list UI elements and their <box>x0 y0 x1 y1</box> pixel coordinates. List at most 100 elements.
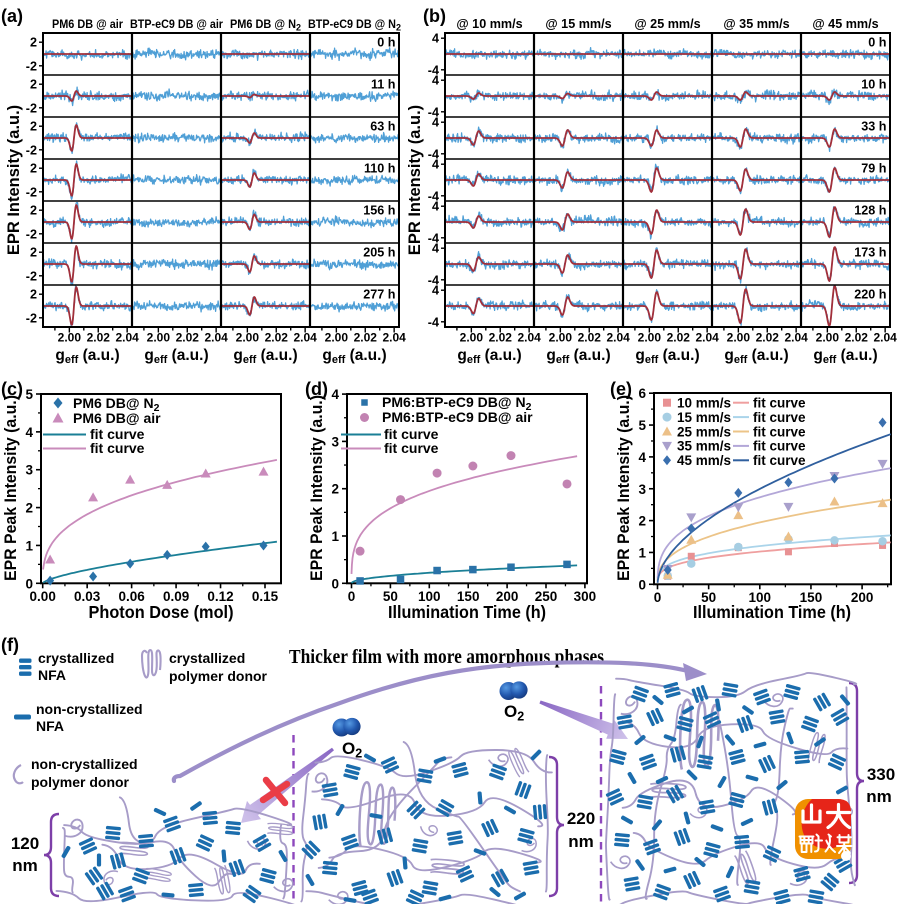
svg-text:PM6:BTP-eC9 DB@ N2: PM6:BTP-eC9 DB@ N2 <box>382 394 532 413</box>
svg-text:150: 150 <box>457 589 480 604</box>
svg-text:@ 10 mm/s: @ 10 mm/s <box>456 17 522 31</box>
svg-text:2: 2 <box>30 78 37 92</box>
svg-text:0: 0 <box>25 576 33 591</box>
svg-text:@ 45 mm/s: @ 45 mm/s <box>812 17 878 31</box>
svg-text:-4: -4 <box>428 63 439 77</box>
svg-text:fit curve: fit curve <box>90 426 145 442</box>
svg-text:220: 220 <box>567 809 595 828</box>
svg-text:0.03: 0.03 <box>74 589 101 604</box>
svg-text:4: 4 <box>432 284 439 298</box>
svg-text:220 h: 220 h <box>854 288 886 302</box>
svg-text:PM6 DB@ N2: PM6 DB@ N2 <box>73 395 160 414</box>
svg-text:(b): (b) <box>423 6 446 26</box>
svg-text:0 h: 0 h <box>868 36 886 50</box>
svg-text:200: 200 <box>851 590 874 605</box>
svg-text:0: 0 <box>654 590 662 605</box>
svg-text:-4: -4 <box>428 147 439 161</box>
svg-text:crystallized: crystallized <box>169 650 245 666</box>
svg-text:300: 300 <box>574 589 597 604</box>
svg-text:2.02: 2.02 <box>756 331 780 345</box>
svg-text:2.02: 2.02 <box>176 331 200 345</box>
svg-text:79 h: 79 h <box>861 162 886 176</box>
svg-text:polymer donor: polymer donor <box>31 774 130 790</box>
svg-text:100: 100 <box>749 590 772 605</box>
svg-text:2.04: 2.04 <box>115 331 139 345</box>
svg-text:(e): (e) <box>610 379 632 399</box>
svg-text:4: 4 <box>432 200 439 214</box>
svg-text:4: 4 <box>432 158 439 172</box>
svg-text:0.06: 0.06 <box>118 589 145 604</box>
svg-text:3: 3 <box>25 463 33 478</box>
svg-text:(a): (a) <box>1 6 23 26</box>
svg-text:-4: -4 <box>428 105 439 119</box>
svg-text:fit curve: fit curve <box>384 426 439 442</box>
svg-text:crystallized: crystallized <box>38 650 114 666</box>
svg-text:0.00: 0.00 <box>30 589 56 604</box>
svg-text:geff (a.u.): geff (a.u.) <box>233 347 297 366</box>
svg-text:2.04: 2.04 <box>517 331 541 345</box>
svg-text:2.00: 2.00 <box>460 331 484 345</box>
svg-text:fit curve: fit curve <box>753 396 806 411</box>
svg-text:35 mm/s: 35 mm/s <box>677 439 731 454</box>
svg-text:250: 250 <box>535 589 558 604</box>
svg-text:PM6:BTP-eC9 DB@ air: PM6:BTP-eC9 DB@ air <box>382 409 533 425</box>
svg-text:PM6 DB @ air: PM6 DB @ air <box>52 17 123 31</box>
svg-text:2.02: 2.02 <box>87 331 111 345</box>
svg-text:BTP-eC9 DB @ air: BTP-eC9 DB @ air <box>130 17 223 31</box>
svg-text:4: 4 <box>432 32 439 46</box>
svg-text:15 mm/s: 15 mm/s <box>677 410 731 425</box>
svg-text:PM6 DB @ N2: PM6 DB @ N2 <box>230 17 301 33</box>
svg-text:0.09: 0.09 <box>163 589 189 604</box>
svg-text:0.12: 0.12 <box>207 589 233 604</box>
svg-text:2.00: 2.00 <box>727 331 751 345</box>
svg-text:EPR Intensity (a.u.): EPR Intensity (a.u.) <box>5 105 23 255</box>
svg-text:150: 150 <box>800 590 823 605</box>
svg-text:120: 120 <box>11 834 39 853</box>
svg-text:fit curve: fit curve <box>753 453 806 468</box>
svg-text:4: 4 <box>638 450 646 465</box>
svg-text:@ 25 mm/s: @ 25 mm/s <box>634 17 700 31</box>
svg-text:2: 2 <box>30 36 37 50</box>
svg-text:2.02: 2.02 <box>489 331 513 345</box>
svg-text:2: 2 <box>30 162 37 176</box>
svg-text:2.04: 2.04 <box>873 331 897 345</box>
svg-text:fit curve: fit curve <box>753 424 806 439</box>
svg-text:geff (a.u.): geff (a.u.) <box>724 347 788 366</box>
svg-text:173 h: 173 h <box>854 246 886 260</box>
svg-text:EPR Peak Intensity (a.u.): EPR Peak Intensity (a.u.) <box>307 395 326 581</box>
svg-text:BTP-eC9 DB @ N2: BTP-eC9 DB @ N2 <box>308 17 401 33</box>
svg-text:EPR Peak Intensity (a.u.): EPR Peak Intensity (a.u.) <box>614 395 633 581</box>
svg-text:Illumination Time (h): Illumination Time (h) <box>693 602 851 622</box>
svg-text:2: 2 <box>30 204 37 218</box>
svg-text:2: 2 <box>638 514 646 529</box>
svg-text:2.04: 2.04 <box>606 331 630 345</box>
svg-text:-2: -2 <box>26 227 37 241</box>
svg-text:2: 2 <box>25 501 33 516</box>
svg-text:-4: -4 <box>428 231 439 245</box>
svg-text:2.04: 2.04 <box>204 331 228 345</box>
svg-text:10 h: 10 h <box>861 78 886 92</box>
svg-text:-2: -2 <box>26 143 37 157</box>
svg-text:10 mm/s: 10 mm/s <box>677 396 731 411</box>
svg-text:5: 5 <box>638 418 646 433</box>
svg-text:2.00: 2.00 <box>638 331 662 345</box>
svg-text:2.00: 2.00 <box>816 331 840 345</box>
svg-text:@ 35 mm/s: @ 35 mm/s <box>723 17 789 31</box>
svg-text:2.02: 2.02 <box>265 331 289 345</box>
svg-text:205 h: 205 h <box>363 246 395 260</box>
svg-text:2.04: 2.04 <box>695 331 719 345</box>
svg-text:2.00: 2.00 <box>236 331 260 345</box>
svg-text:0 h: 0 h <box>377 36 395 50</box>
svg-text:6: 6 <box>638 386 646 401</box>
svg-text:-2: -2 <box>26 59 37 73</box>
svg-text:@ 15 mm/s: @ 15 mm/s <box>545 17 611 31</box>
svg-text:0.15: 0.15 <box>252 589 279 604</box>
svg-text:Photon Dose (mol): Photon Dose (mol) <box>89 602 234 622</box>
svg-text:2.00: 2.00 <box>147 331 171 345</box>
svg-text:330: 330 <box>867 765 895 784</box>
svg-text:4: 4 <box>331 387 339 402</box>
svg-text:1: 1 <box>638 545 646 560</box>
svg-text:nm: nm <box>12 856 38 875</box>
svg-text:100: 100 <box>418 589 441 604</box>
svg-text:EPR Intensity (a.u.): EPR Intensity (a.u.) <box>406 105 424 255</box>
